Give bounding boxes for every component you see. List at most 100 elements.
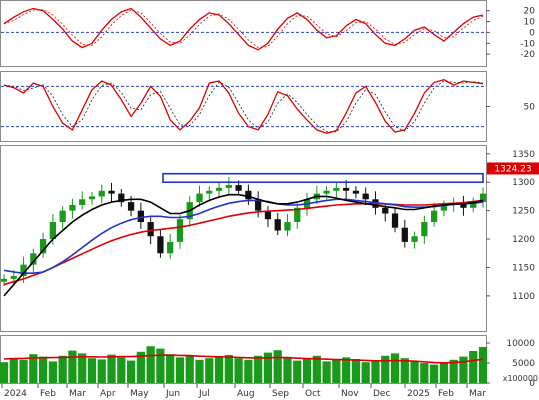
volume-bar <box>312 355 321 383</box>
osc1-signal-line <box>3 9 484 49</box>
volume-bar <box>430 364 439 383</box>
volume-bar <box>420 363 429 383</box>
price-candle-body <box>79 199 86 205</box>
volume-bar <box>78 353 87 383</box>
volume-bar <box>19 359 28 383</box>
price-ma-black <box>3 193 484 297</box>
osc2-frame <box>0 71 487 142</box>
x-tick-label: Jul <box>198 389 210 399</box>
price-tick-label: 1150 <box>512 263 535 273</box>
volume-bar <box>195 359 204 383</box>
volume-bar <box>29 354 38 383</box>
x-tick-label: 2024 <box>4 389 27 399</box>
osc1-frame <box>0 0 487 67</box>
x-tick-label: Nov <box>341 389 359 399</box>
volume-bar <box>478 347 488 383</box>
x-tick-label: Mar <box>69 389 86 399</box>
price-candle-body <box>440 204 448 211</box>
volume-bar <box>410 361 419 383</box>
x-tick-label: Feb <box>40 389 56 399</box>
price-tick-label: 1100 <box>512 292 535 302</box>
x-axis: 2024 Feb Mar Apr May Jun Jul Aug Sep Oct Nov Dec 202… <box>1 384 486 399</box>
volume-bar <box>273 350 282 383</box>
price-candle-body <box>382 207 389 214</box>
volume-bar <box>439 362 449 383</box>
price-candle-body <box>59 210 66 223</box>
osc1-tick-label: 0 <box>529 28 535 38</box>
price-candle-body <box>176 219 184 242</box>
x-tick-label: Oct <box>305 389 321 399</box>
volume-bar <box>361 362 370 383</box>
volume-bar <box>175 357 185 383</box>
last-price-label-bg <box>487 162 539 175</box>
x-tick-label: Apr <box>100 389 116 399</box>
volume-bar <box>390 353 400 383</box>
volume-ma-line <box>3 354 484 364</box>
osc1-line <box>3 7 484 51</box>
x-tick-label: Sep <box>272 389 289 399</box>
volume-bar <box>332 359 341 383</box>
volume-bar <box>146 346 155 383</box>
price-candle-body <box>127 202 135 211</box>
volume-bar <box>87 358 97 383</box>
price-candle-body <box>215 187 223 191</box>
price-candle-body <box>88 196 96 200</box>
volume-bar <box>126 360 136 383</box>
price-candle-body <box>39 239 47 254</box>
volume-bar <box>205 358 214 383</box>
resistance-box <box>162 172 484 184</box>
price-candle-body <box>20 264 27 277</box>
price-candle-body <box>294 207 301 223</box>
price-candle-body <box>167 241 174 254</box>
price-candle-body <box>206 190 213 194</box>
price-tick-label: 1300 <box>512 178 535 188</box>
volume-bar <box>48 361 57 383</box>
price-candle-body <box>391 213 399 228</box>
panel-frames <box>0 0 487 384</box>
osc1-tick-label: -10 <box>520 39 535 49</box>
osc2-line <box>3 79 484 134</box>
price-candle-body <box>470 202 477 208</box>
x-tick-label: Aug <box>237 389 255 399</box>
volume-tick-label: 0 <box>529 379 535 389</box>
volume-bar <box>381 355 390 383</box>
price-candle-body <box>362 193 369 200</box>
price-candle-body <box>264 210 272 220</box>
volume-bar <box>254 355 263 383</box>
osc2-tick-label: 50 <box>524 103 536 113</box>
volume-bar <box>302 358 312 383</box>
price-candle-body <box>30 253 37 265</box>
price-candle-body <box>479 193 487 203</box>
price-candle-body <box>157 236 164 254</box>
price-candle-body <box>430 210 438 223</box>
volume-tick-label: 5000 <box>512 359 535 369</box>
volume-bar <box>459 356 468 383</box>
price-ma-blue <box>3 198 484 274</box>
volume-bar <box>293 360 302 383</box>
price-tick-label: 1200 <box>512 235 535 245</box>
price-tick-label: 1350 <box>512 150 535 160</box>
x-tick-label: Mar <box>469 389 486 399</box>
price-ma-red <box>3 199 484 286</box>
osc2-panel: 50 <box>1 79 536 134</box>
volume-bar <box>9 358 18 383</box>
price-candle-body <box>343 187 350 191</box>
price-candle-body <box>352 190 360 194</box>
volume-unit-label: x100000 <box>503 374 538 383</box>
price-candle-body <box>108 190 115 194</box>
last-price-label: 1324.23 <box>494 164 531 174</box>
volume-bar <box>469 351 478 383</box>
price-candle-body <box>245 190 252 200</box>
volume-bar <box>449 359 458 383</box>
price-candle-body <box>10 276 17 279</box>
volume-bar <box>322 361 331 383</box>
volume-bar <box>136 351 145 383</box>
volume-bar <box>117 357 126 383</box>
price-candle-body <box>323 190 330 194</box>
volume-bar <box>0 362 9 383</box>
price-candle-body <box>225 185 232 188</box>
price-candle-body <box>98 190 105 197</box>
